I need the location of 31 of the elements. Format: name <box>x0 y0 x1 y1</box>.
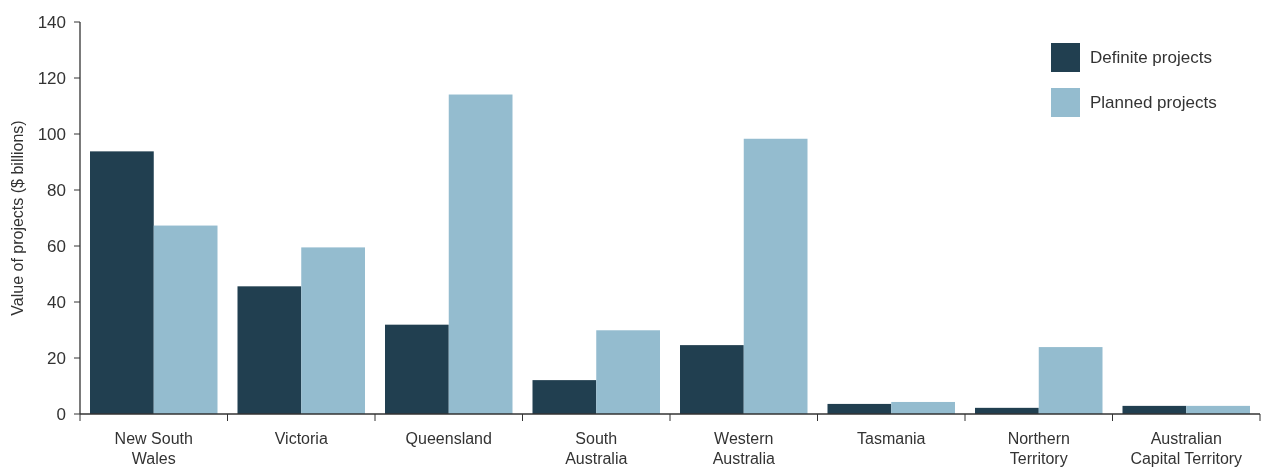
bar <box>237 286 302 414</box>
x-tick-label: New South Wales <box>114 430 193 467</box>
bar <box>90 151 154 414</box>
y-tick-label: 40 <box>47 292 66 312</box>
bar <box>532 380 597 414</box>
bar <box>891 401 955 414</box>
x-tick-label: Victoria <box>274 430 328 447</box>
bar <box>596 330 660 414</box>
x-tick-label: Australian Capital Territory <box>1130 430 1243 467</box>
y-tick-label: 20 <box>47 348 66 368</box>
legend-label: Planned projects <box>1090 93 1217 113</box>
bar <box>743 138 808 414</box>
x-tick-label: South Australia <box>565 430 628 467</box>
bar <box>680 345 744 414</box>
bar <box>448 94 513 414</box>
y-tick-label: 120 <box>37 68 66 88</box>
y-tick-label: 100 <box>37 124 66 144</box>
x-tick-label: Queensland <box>405 430 492 447</box>
x-tick-label: Western Australia <box>712 430 775 467</box>
y-tick-label: 140 <box>37 12 66 32</box>
y-tick-label: 80 <box>47 180 66 200</box>
y-tick-label: 60 <box>47 236 66 256</box>
bar <box>301 247 365 414</box>
bar <box>1038 347 1103 414</box>
x-tick-label: Tasmania <box>857 430 926 447</box>
y-tick-label: 0 <box>56 404 66 424</box>
x-tick-label: Northern Territory <box>1007 430 1070 467</box>
legend-label: Definite projects <box>1090 48 1212 68</box>
bar <box>153 225 218 414</box>
y-axis-title: Value of projects ($ billions) <box>9 120 26 316</box>
bar <box>385 324 449 414</box>
